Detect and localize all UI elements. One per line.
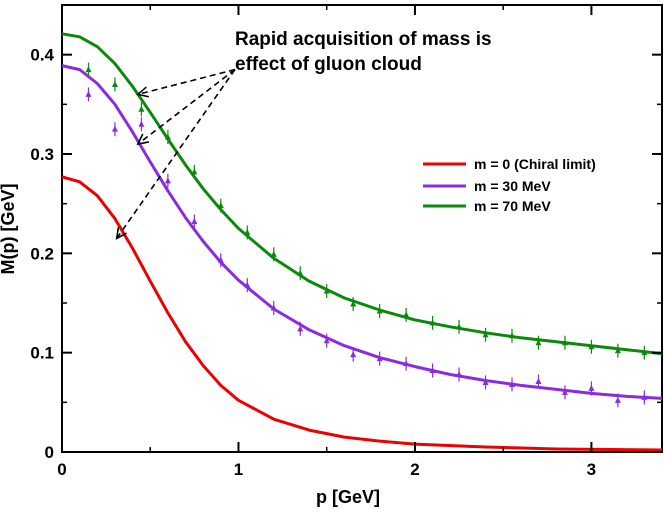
y-tick-label: 0.4: [30, 46, 54, 65]
annotation-line-2: effect of gluon cloud: [235, 54, 422, 75]
y-tick-label: 0: [45, 443, 54, 462]
annotation-arrow-line: [137, 68, 236, 96]
ticks-layer: 0 1 2 3 0 0.1 0.2 0.3 0.4: [30, 4, 662, 479]
annotation-arrow-head: [115, 227, 127, 240]
lattice-point: [350, 351, 357, 358]
annotation-arrow-line: [137, 68, 236, 145]
lattice-point: [111, 125, 118, 132]
lattice-point: [535, 339, 542, 346]
lattice-point: [588, 384, 595, 391]
series-line-2: [61, 32, 663, 356]
x-tick-label: 1: [234, 460, 243, 479]
annotation-arrow-head: [136, 86, 149, 98]
lattice-point: [350, 300, 357, 307]
lattice-point: [85, 66, 92, 73]
legend-label-chiral: m = 0 (Chiral limit): [474, 156, 596, 172]
lattice-point: [323, 337, 330, 344]
annotation-arrows: [115, 68, 236, 240]
series-line-0: [61, 175, 663, 452]
lattice-point: [138, 105, 145, 112]
x-axis-title: p [GeV]: [316, 487, 380, 507]
y-tick-label: 0.3: [30, 145, 54, 164]
annotation-arrow-head: [136, 133, 150, 146]
legend-label-70mev: m = 70 MeV: [474, 198, 551, 214]
lattice-point: [191, 218, 198, 225]
plot-border: [61, 4, 663, 453]
lattice-point: [164, 177, 171, 184]
x-tick-label: 3: [587, 460, 596, 479]
lattice-point: [614, 396, 621, 403]
lattice-point: [297, 325, 304, 332]
lattice-point: [85, 90, 92, 97]
lattice-point: [535, 377, 542, 384]
y-axis-title: M(p) [GeV]: [0, 184, 18, 275]
data-layer: [61, 32, 663, 452]
x-tick-label: 2: [410, 460, 419, 479]
annotation-line-1: Rapid acquisition of mass is: [235, 29, 492, 50]
x-tick-label: 0: [57, 460, 66, 479]
y-tick-label: 0.2: [30, 244, 54, 263]
lattice-point: [138, 120, 145, 127]
lattice-point: [111, 80, 118, 87]
legend-label-30mev: m = 30 MeV: [474, 178, 551, 194]
annotation: Rapid acquisition of mass is effect of g…: [235, 29, 492, 75]
annotation-arrow-line: [116, 69, 236, 239]
y-tick-label: 0.1: [30, 344, 54, 363]
series-line-1: [61, 64, 663, 400]
plot-frame: [61, 4, 663, 453]
legend: m = 0 (Chiral limit) m = 30 MeV m = 70 M…: [423, 156, 596, 214]
